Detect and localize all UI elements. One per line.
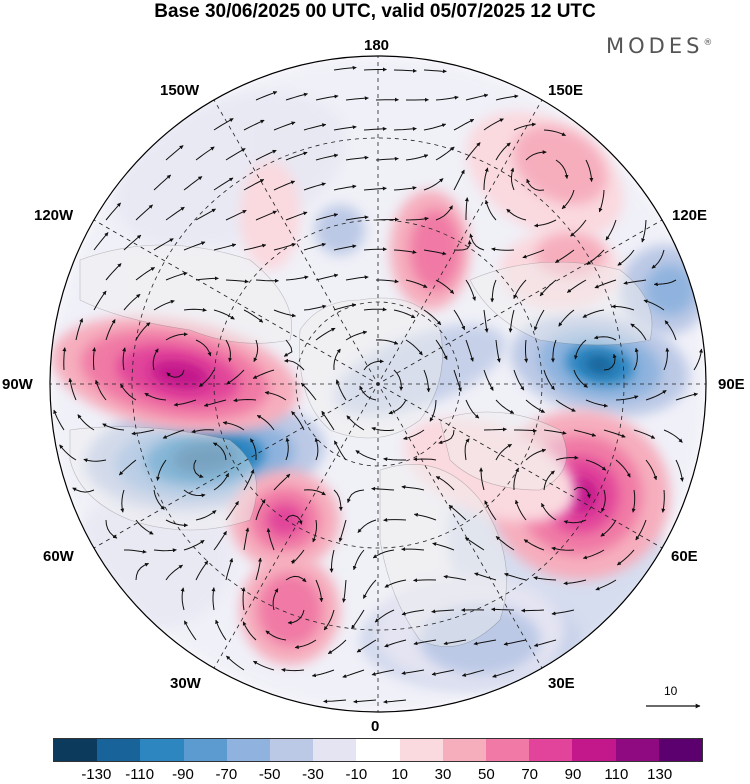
colorbar-swatch [616, 739, 659, 761]
lon-label-180: 180 [364, 37, 389, 54]
wind-arrow [364, 70, 387, 71]
anomaly-blob [258, 574, 322, 646]
lon-label-150w: 150W [160, 82, 199, 99]
colorbar-swatch [184, 739, 227, 761]
polar-map [0, 0, 750, 730]
colorbar-tick-label: -30 [302, 766, 324, 783]
lon-label-90w: 90W [2, 376, 33, 393]
colorbar-swatch [659, 739, 702, 761]
anomaly-blob [645, 265, 695, 315]
colorbar-tick-label: -50 [259, 766, 281, 783]
colorbar [53, 738, 703, 762]
lon-label-0: 0 [371, 718, 379, 735]
colorbar-swatch [313, 739, 356, 761]
lon-label-120w: 120W [34, 207, 73, 224]
colorbar-tick-label: 50 [478, 766, 495, 783]
colorbar-tick-label: 10 [391, 766, 408, 783]
colorbar-tick-label: 110 [604, 766, 628, 783]
colorbar-swatch [356, 739, 399, 761]
anomaly-blob [267, 504, 303, 536]
colorbar-swatch [400, 739, 443, 761]
colorbar-tick-label: -10 [345, 766, 367, 783]
colorbar-tick-label: -90 [172, 766, 194, 783]
colorbar-swatch [443, 739, 486, 761]
wind-arrow [376, 220, 399, 221]
reference-vector-label: 10 [664, 684, 677, 698]
colorbar-swatch [140, 739, 183, 761]
lon-label-90e: 90E [718, 376, 745, 393]
lon-label-150e: 150E [548, 82, 583, 99]
colorbar-swatch [97, 739, 140, 761]
lon-label-60e: 60E [671, 548, 698, 565]
colorbar-tick-label: 130 [647, 766, 672, 783]
colorbar-swatch [529, 739, 572, 761]
colorbar-tick-label: 90 [565, 766, 582, 783]
colorbar-swatch [227, 739, 270, 761]
anomaly-blob [240, 160, 300, 270]
colorbar-tick-label: 70 [521, 766, 538, 783]
lon-label-60w: 60W [43, 548, 74, 565]
colorbar-tick-label: -130 [81, 766, 111, 783]
lon-label-120e: 120E [672, 207, 707, 224]
anomaly-blob [410, 210, 460, 290]
wind-arrow [414, 580, 437, 581]
colorbar-tick-label: -110 [125, 766, 154, 783]
colorbar-swatch [486, 739, 529, 761]
colorbar-swatch [572, 739, 615, 761]
colorbar-tick-label: -70 [215, 766, 237, 783]
colorbar-swatch [270, 739, 313, 761]
colorbar-swatch [54, 739, 97, 761]
colorbar-tick-label: 30 [435, 766, 452, 783]
colorbar-ticks: -130 -110 -90 -70 -50 -30 -10 10 30 50 70 90 110 130 [53, 766, 703, 784]
lon-label-30e: 30E [548, 675, 575, 692]
lon-label-30w: 30W [170, 675, 201, 692]
